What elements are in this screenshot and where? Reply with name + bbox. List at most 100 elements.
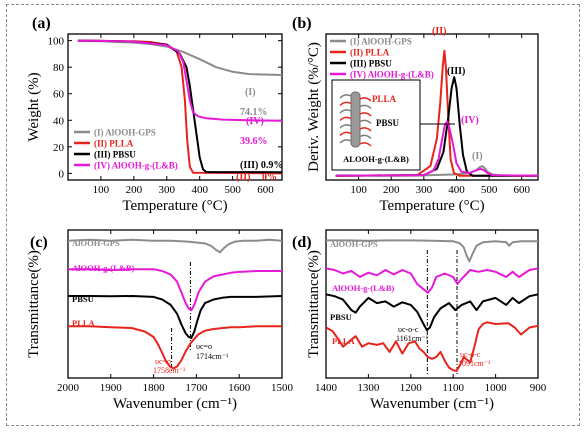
annotation: υc=o [196, 342, 212, 351]
x-tick-label: 100 [93, 184, 110, 196]
y-axis-label: Deriv. Weight (%/°C) [306, 42, 322, 172]
inset-chain [339, 116, 352, 122]
y-tick-label: 40 [53, 115, 65, 127]
x-tick-label: 1500 [271, 382, 294, 394]
curve-name-label: PLLA [332, 336, 356, 346]
annotation: (IV) [461, 115, 479, 126]
inset-chain [339, 124, 352, 129]
annotation: (III) 0.9% [240, 160, 283, 171]
curve-name-label: PLLA [72, 318, 96, 328]
x-tick-label: 300 [159, 184, 176, 196]
annotation: υc=o [155, 357, 171, 366]
series-line-iv-alooh-g-l-b [335, 120, 538, 177]
annotation: 39.6% [240, 136, 268, 147]
series-line-alooh-g-l-b [326, 267, 538, 294]
inset-chain [359, 104, 372, 110]
x-tick-label: 500 [481, 184, 498, 196]
series-line-pbsu [326, 293, 538, 332]
annotation: (II) [432, 26, 446, 37]
annotation: (III) [447, 66, 465, 77]
plot-frame [325, 229, 539, 379]
inset-chain [339, 109, 352, 114]
x-tick-label: 1100 [442, 382, 464, 394]
x-tick-label: 2000 [57, 382, 80, 394]
inset-chain [339, 101, 352, 107]
plot-frame [67, 229, 283, 379]
x-axis-label: Temperature (°C) [379, 198, 484, 214]
curve-name-label: AlOOH-GPS [330, 239, 378, 249]
x-tick-label: 1800 [143, 382, 166, 394]
panel-label: (d) [292, 234, 312, 251]
legend-entry: (III) PBSU [350, 59, 392, 69]
panel-label: (c) [30, 234, 48, 251]
series-line-plla [326, 321, 538, 372]
x-axis-label: Temperature (°C) [122, 198, 227, 214]
inset-chain [359, 142, 372, 147]
legend-entry: (I) AlOOH-GPS [94, 128, 156, 138]
x-tick-label: 400 [191, 184, 208, 196]
curve-name-label: AlOOH-g-(L&B) [72, 263, 134, 273]
inset-chain [359, 119, 372, 125]
annotation: 0% [262, 172, 277, 183]
annotation: 74.1% [240, 107, 268, 118]
series-line-plla [68, 325, 282, 370]
x-tick-label: 200 [126, 184, 143, 196]
y-tick-label: 0 [59, 168, 65, 180]
y-tick-label: 20 [53, 142, 65, 154]
inset-chain [359, 134, 372, 140]
inset-chain [339, 139, 352, 144]
y-tick-label: 100 [48, 36, 65, 48]
x-tick-label: 600 [257, 184, 274, 196]
x-tick-label: 100 [350, 184, 367, 196]
legend-entry: (II) PLLA [350, 48, 390, 58]
inset-label: PLLA [372, 94, 397, 104]
curve-name-label: PBSU [72, 294, 94, 304]
series-line-alooh-g-l-b [68, 268, 282, 312]
x-tick-label: 1400 [315, 382, 338, 394]
x-tick-label: 900 [530, 382, 547, 394]
annotation: (I) [245, 87, 256, 98]
x-tick-label: 1200 [400, 382, 423, 394]
series-line-iv-alooh-g-l-b [77, 39, 282, 122]
series-line-ii-plla [335, 49, 538, 177]
x-tick-label: 1300 [357, 382, 380, 394]
y-axis-label: Transmittance(%) [26, 250, 42, 358]
x-tick-label: 500 [224, 184, 241, 196]
legend-entry: (IV) AlOOH-g-(L&B) [350, 70, 434, 80]
inset-label: PBSU [376, 118, 400, 128]
x-axis-label: Wavenumber (cm⁻¹) [370, 396, 494, 412]
x-tick-label: 1900 [100, 382, 123, 394]
legend-entry: (II) PLLA [94, 139, 134, 149]
inset-chain [359, 97, 372, 102]
annotation: (II) [236, 172, 250, 183]
x-tick-label: 1000 [485, 382, 508, 394]
y-tick-label: 80 [53, 62, 65, 74]
curve-name-label: AlOOH-g-(L&B) [332, 283, 394, 293]
annotation: 1091cm⁻¹ [458, 359, 491, 368]
x-tick-label: 200 [383, 184, 400, 196]
inset-chain [339, 131, 352, 137]
y-axis-label: Transmittance(%) [306, 250, 322, 358]
plot-frame [67, 33, 283, 181]
y-tick-label: 60 [53, 89, 65, 101]
inset-rod [350, 91, 361, 148]
inset-chain [359, 112, 372, 117]
x-tick-label: 400 [448, 184, 465, 196]
panel-label: (a) [32, 15, 51, 32]
annotation: 1714cm⁻¹ [196, 352, 229, 361]
curve-name-label: PBSU [330, 312, 352, 322]
curve-name-label: AlOOH-GPS [72, 238, 120, 248]
y-axis-label: Weight (%) [26, 72, 42, 141]
x-tick-label: 600 [513, 184, 530, 196]
legend-entry: (IV) AlOOH-g-(L&B) [94, 161, 178, 171]
x-tick-label: 300 [416, 184, 433, 196]
annotation: υc-o-c [398, 325, 419, 334]
annotation: (IV) [246, 116, 264, 127]
series-line-pbsu [68, 295, 282, 339]
inset-label: ALOOH-g-(L&B) [343, 154, 409, 164]
x-axis-label: Wavenumber (cm⁻¹) [113, 396, 237, 412]
legend-entry: (I) AlOOH-GPS [350, 37, 412, 47]
annotation: 1758cm⁻¹ [153, 366, 186, 375]
series-line-i-alooh-gps [77, 39, 282, 76]
